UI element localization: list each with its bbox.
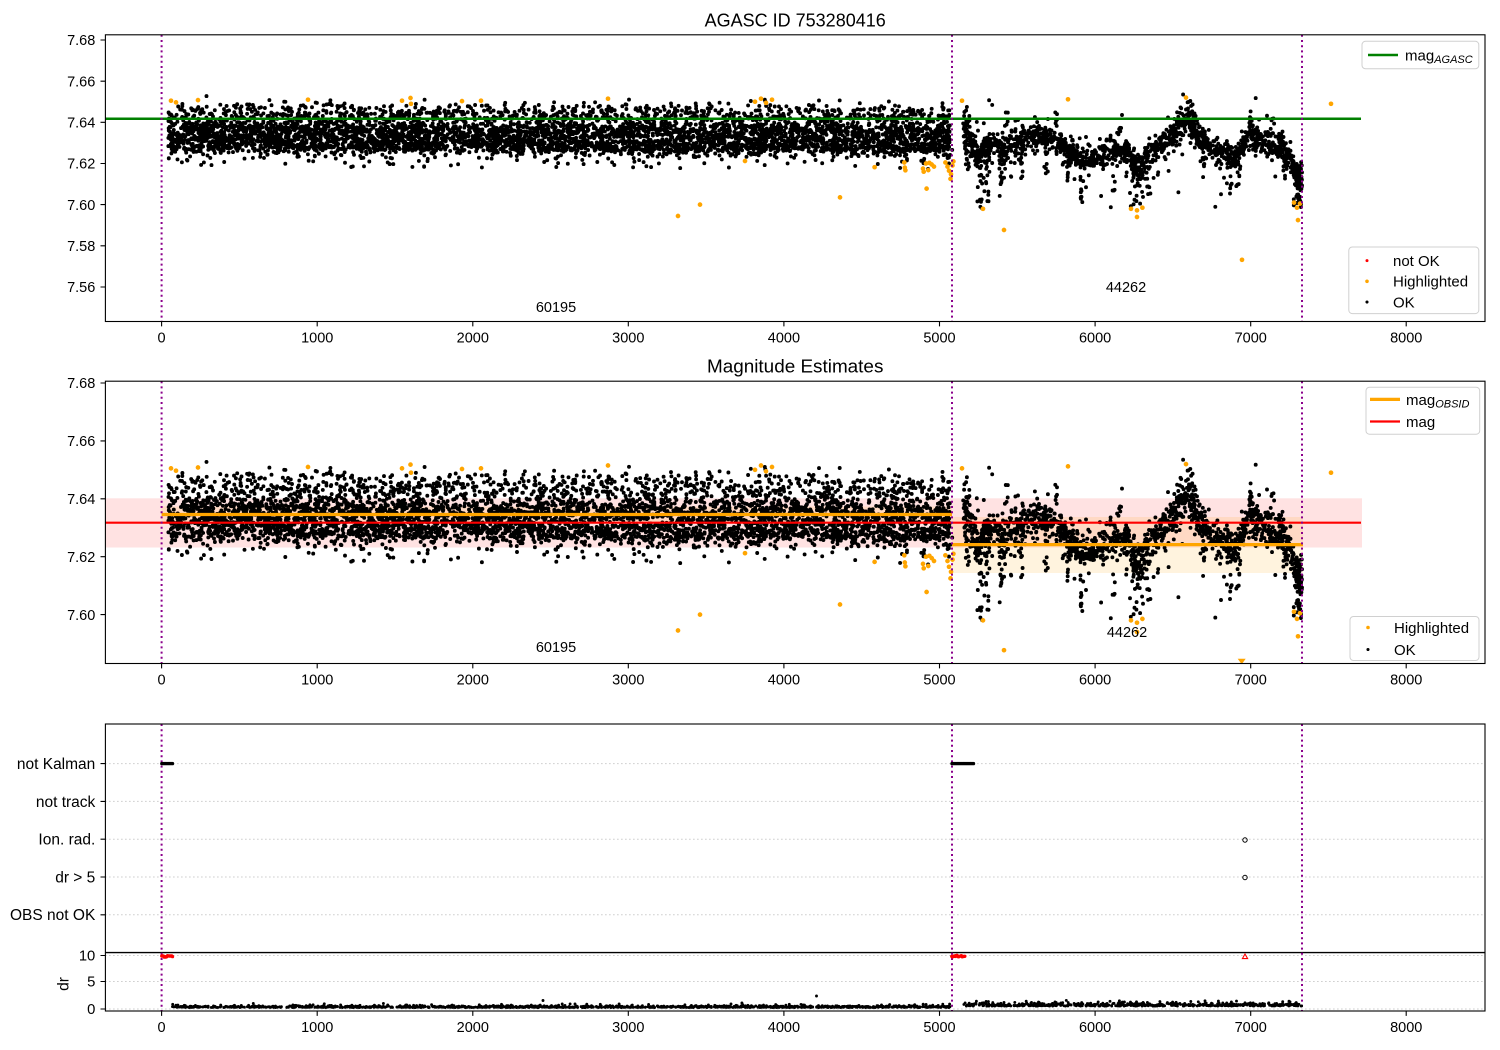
svg-text:3000: 3000 [612, 1020, 644, 1036]
svg-text:7.66: 7.66 [67, 434, 95, 450]
svg-text:3000: 3000 [612, 672, 644, 688]
svg-text:not track: not track [36, 794, 96, 811]
svg-text:OK: OK [1394, 642, 1416, 659]
svg-text:0: 0 [158, 1020, 166, 1036]
svg-text:4000: 4000 [768, 1020, 800, 1036]
svg-text:7000: 7000 [1235, 330, 1267, 346]
svg-text:1000: 1000 [301, 330, 333, 346]
svg-text:5000: 5000 [923, 330, 955, 346]
svg-text:4000: 4000 [768, 672, 800, 688]
svg-text:dr: dr [56, 977, 73, 991]
svg-text:6000: 6000 [1079, 1020, 1111, 1036]
svg-text:Highlighted: Highlighted [1394, 620, 1469, 637]
svg-text:8000: 8000 [1390, 1020, 1422, 1036]
svg-text:7.64: 7.64 [67, 492, 95, 508]
svg-text:AGASC ID 753280416: AGASC ID 753280416 [705, 10, 886, 30]
svg-text:7.64: 7.64 [67, 116, 95, 132]
svg-text:OK: OK [1393, 294, 1415, 311]
svg-text:44262: 44262 [1106, 280, 1146, 296]
svg-text:7.60: 7.60 [67, 608, 95, 624]
svg-text:6000: 6000 [1079, 330, 1111, 346]
svg-text:Magnitude Estimates: Magnitude Estimates [707, 356, 883, 377]
svg-text:8000: 8000 [1390, 330, 1422, 346]
svg-text:7.56: 7.56 [67, 280, 95, 296]
svg-text:2000: 2000 [457, 330, 489, 346]
svg-text:7000: 7000 [1235, 672, 1267, 688]
svg-text:60195: 60195 [536, 640, 576, 656]
svg-text:not Kalman: not Kalman [17, 756, 95, 773]
svg-text:7.60: 7.60 [67, 198, 95, 214]
svg-text:7.68: 7.68 [67, 33, 95, 49]
svg-text:dr > 5: dr > 5 [55, 869, 95, 886]
svg-text:60195: 60195 [536, 300, 576, 316]
svg-text:7.62: 7.62 [67, 550, 95, 566]
svg-text:5000: 5000 [923, 1020, 955, 1036]
svg-text:8000: 8000 [1390, 672, 1422, 688]
svg-text:OBS not OK: OBS not OK [10, 907, 96, 924]
svg-text:2000: 2000 [457, 1020, 489, 1036]
svg-text:2000: 2000 [457, 672, 489, 688]
svg-text:7000: 7000 [1235, 1020, 1267, 1036]
svg-text:7.68: 7.68 [67, 376, 95, 392]
svg-text:7.58: 7.58 [67, 239, 95, 255]
svg-text:6000: 6000 [1079, 672, 1111, 688]
svg-text:10: 10 [79, 949, 95, 965]
svg-text:0: 0 [87, 1002, 95, 1018]
svg-text:0: 0 [158, 672, 166, 688]
svg-text:Ion. rad.: Ion. rad. [38, 832, 95, 849]
svg-text:44262: 44262 [1107, 625, 1147, 641]
svg-text:not OK: not OK [1393, 253, 1440, 270]
svg-text:1000: 1000 [301, 1020, 333, 1036]
svg-text:3000: 3000 [612, 330, 644, 346]
svg-text:Highlighted: Highlighted [1393, 274, 1468, 291]
svg-text:4000: 4000 [768, 330, 800, 346]
svg-text:5: 5 [87, 975, 95, 991]
svg-text:1000: 1000 [301, 672, 333, 688]
svg-text:7.66: 7.66 [67, 74, 95, 90]
svg-text:5000: 5000 [923, 672, 955, 688]
svg-text:0: 0 [158, 330, 166, 346]
svg-text:7.62: 7.62 [67, 157, 95, 173]
svg-text:mag: mag [1406, 414, 1435, 431]
